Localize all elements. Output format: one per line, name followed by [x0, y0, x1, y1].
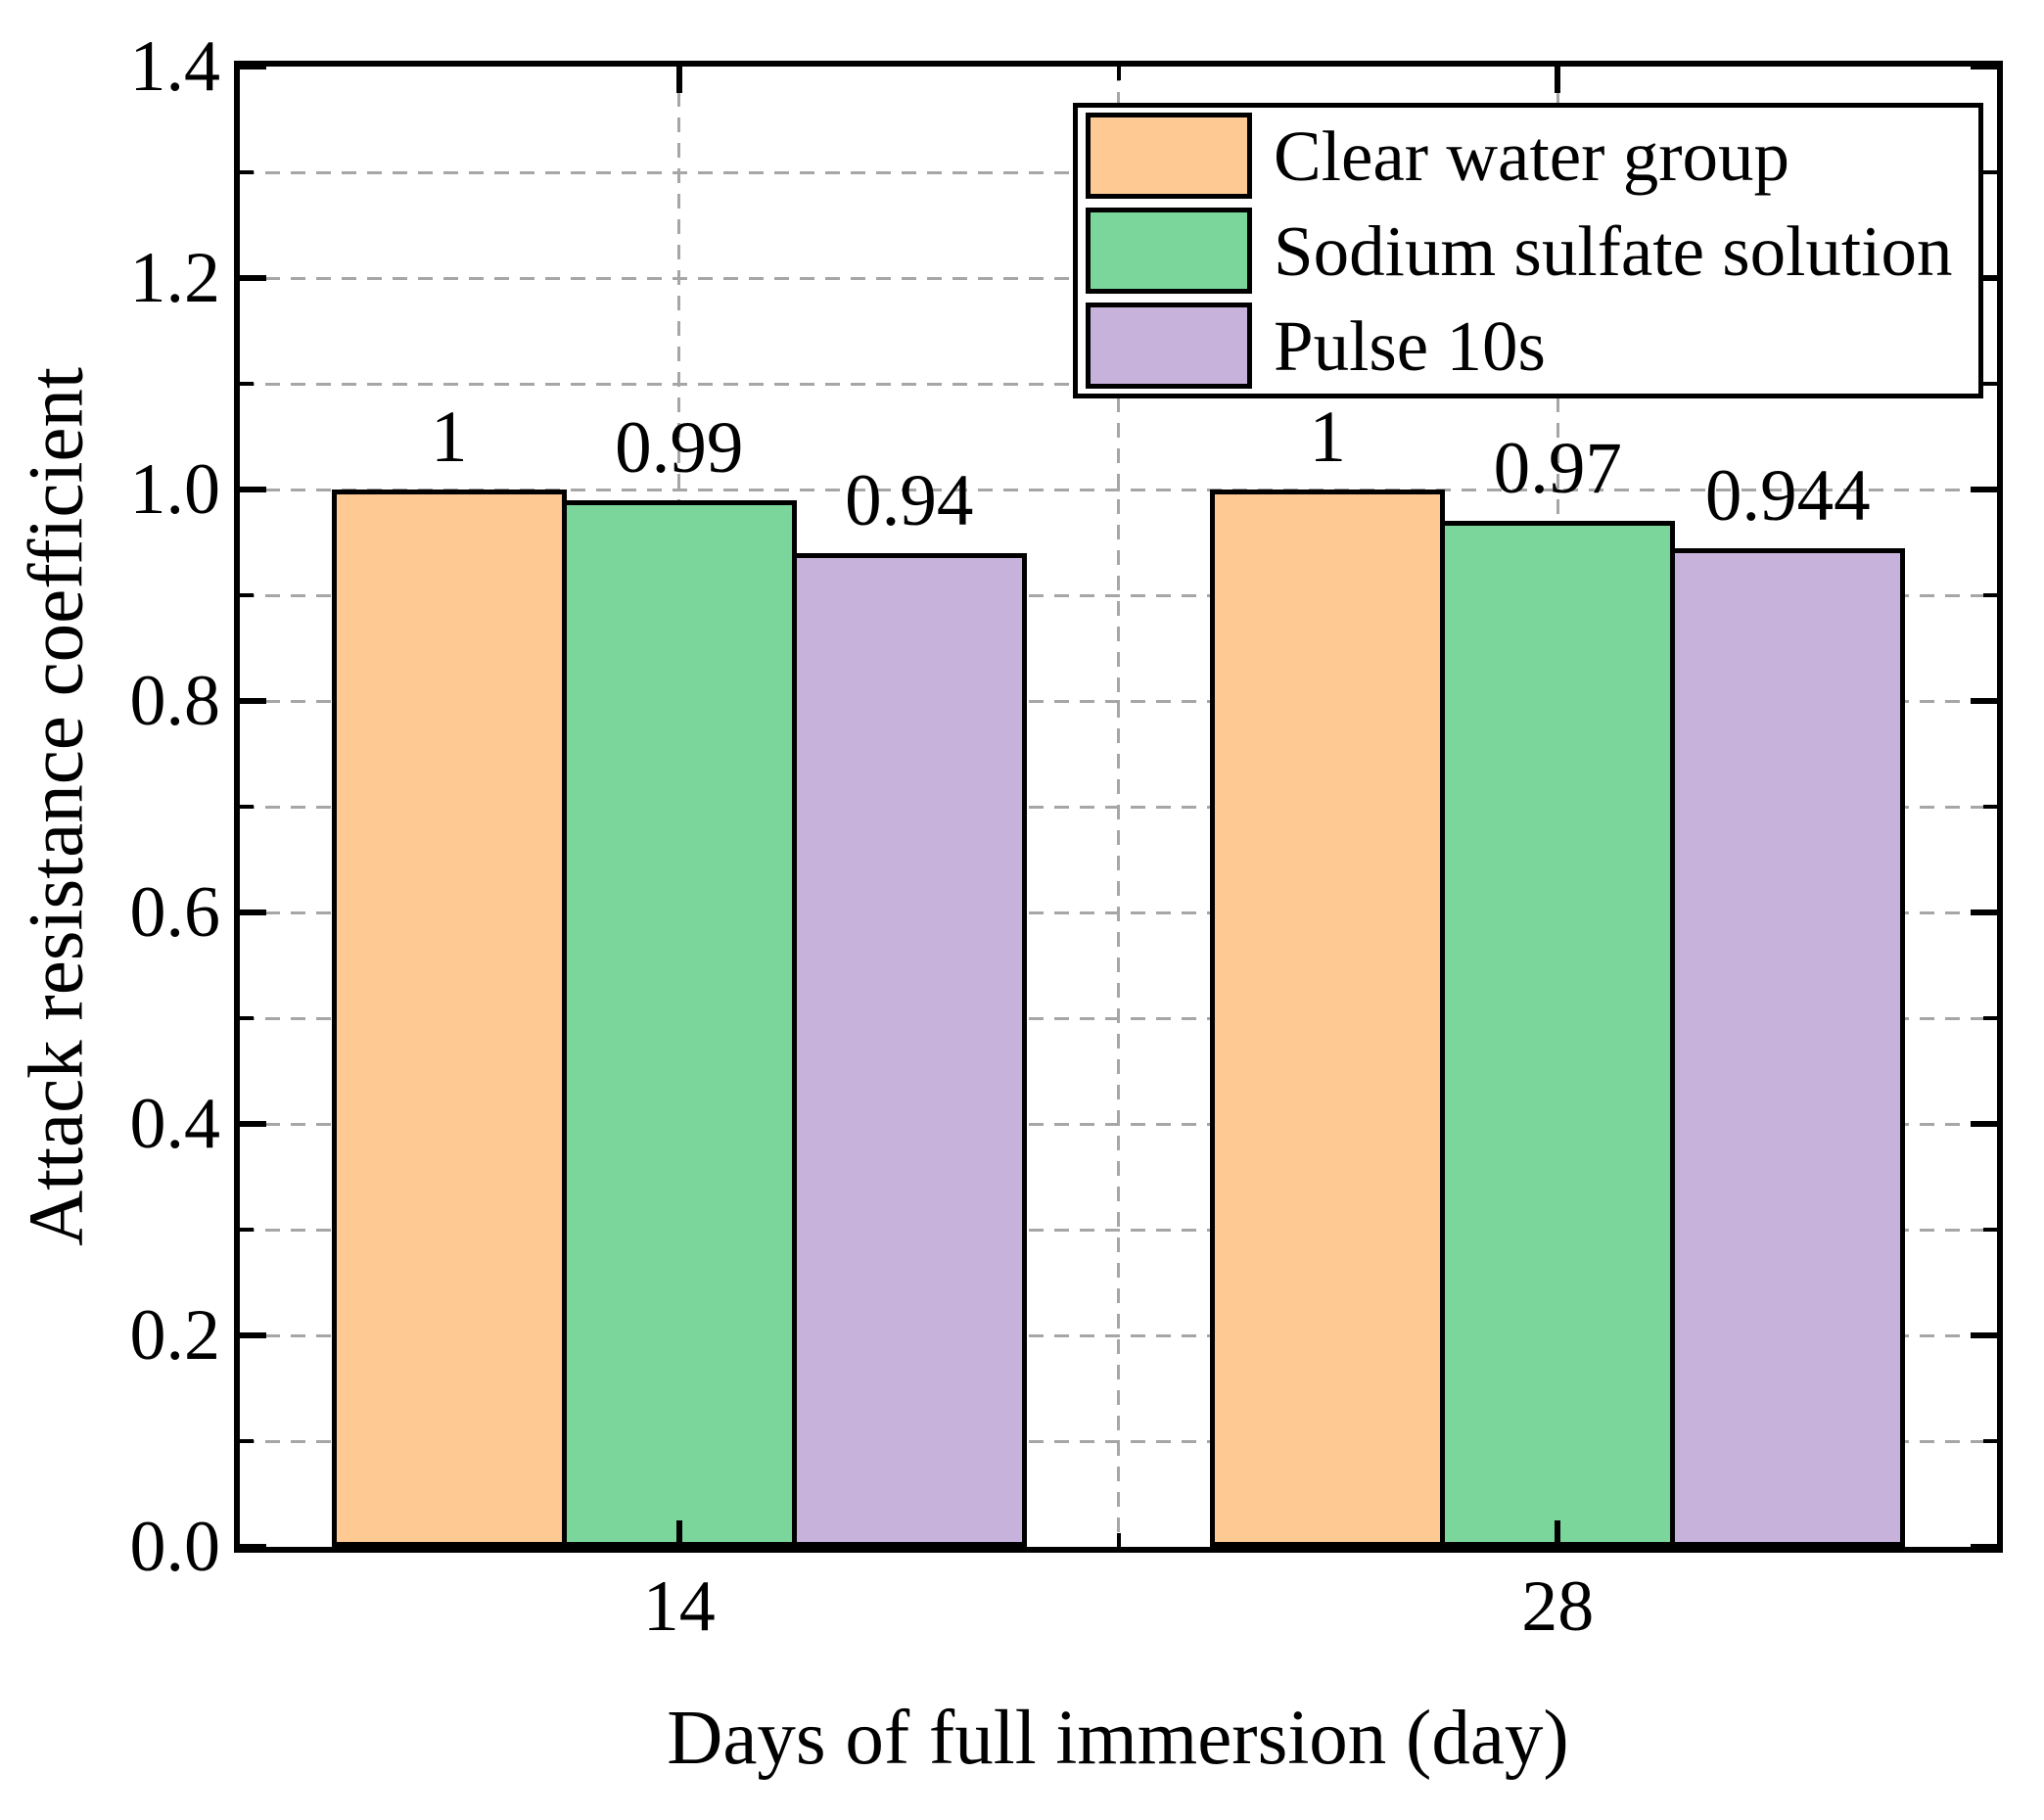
y-tick-label: 0.6 — [129, 872, 221, 953]
bar-clear-water-group — [332, 490, 567, 1547]
y-major-tick — [1971, 1544, 1997, 1550]
legend-label: Pulse 10s — [1274, 305, 1546, 386]
y-minor-tick — [1983, 1016, 1997, 1020]
y-minor-tick — [240, 593, 254, 597]
legend-swatch — [1086, 208, 1252, 294]
x-axis-title: Days of full immersion (day) — [667, 1696, 1569, 1781]
y-major-tick — [1971, 275, 1997, 281]
bar-pulse-10s — [1670, 548, 1905, 1547]
y-tick-label: 0.8 — [129, 661, 221, 741]
y-minor-tick — [240, 1016, 254, 1020]
bar-pulse-10s — [792, 553, 1027, 1547]
y-major-tick — [1971, 1121, 1997, 1127]
y-minor-tick — [240, 170, 254, 174]
legend-label: Sodium sulfate solution — [1274, 210, 1953, 291]
bar-value-labels-layer: 1 0.99 0.94 1 0.97 0.944 — [240, 67, 1997, 1547]
x-tick-label: 28 — [1521, 1566, 1595, 1647]
y-major-tick — [1971, 910, 1997, 915]
y-major-tick — [1971, 64, 1997, 70]
x-minor-tick — [1116, 1533, 1121, 1547]
bar-value-label: 1 — [1309, 397, 1347, 478]
y-major-tick — [240, 487, 266, 492]
y-major-tick — [240, 275, 266, 281]
legend-swatch — [1086, 303, 1252, 389]
bar-value-label: 0.99 — [615, 407, 744, 489]
y-minor-tick — [1983, 170, 1997, 174]
gridline-vertical — [1117, 67, 1120, 1547]
bar-value-label: 0.97 — [1493, 428, 1622, 509]
y-major-tick — [240, 64, 266, 70]
legend-item: Clear water group — [1086, 113, 1971, 199]
x-major-tick — [1555, 1520, 1561, 1547]
y-minor-tick — [240, 1439, 254, 1443]
legend-item: Pulse 10s — [1086, 303, 1971, 389]
bar-value-label: 0.94 — [845, 460, 974, 541]
y-major-tick — [240, 1544, 266, 1550]
legend-label: Clear water group — [1274, 116, 1790, 196]
x-major-tick — [1555, 67, 1561, 93]
y-major-tick — [1971, 487, 1997, 492]
y-major-tick — [240, 910, 266, 915]
y-major-tick — [240, 1121, 266, 1127]
x-minor-tick — [1116, 67, 1121, 80]
y-tick-label: 0.0 — [129, 1507, 221, 1587]
y-minor-tick — [1983, 593, 1997, 597]
bar-value-label: 0.944 — [1704, 455, 1871, 537]
y-tick-label: 0.2 — [129, 1295, 221, 1376]
y-tick-label: 0.4 — [129, 1084, 221, 1164]
y-minor-tick — [1983, 805, 1997, 809]
y-minor-tick — [1983, 1228, 1997, 1232]
ticks-layer — [240, 64, 1997, 1550]
y-minor-tick — [240, 1228, 254, 1232]
y-major-tick — [1971, 1332, 1997, 1338]
y-minor-tick — [240, 805, 254, 809]
x-tick-label: 14 — [642, 1566, 716, 1647]
y-minor-tick — [240, 382, 254, 386]
y-tick-label: 1.4 — [129, 26, 221, 107]
bar-value-label: 1 — [431, 397, 468, 478]
y-major-tick — [240, 698, 266, 704]
y-minor-tick — [1983, 382, 1997, 386]
legend-item: Sodium sulfate solution — [1086, 208, 1971, 294]
legend-swatch — [1086, 113, 1252, 199]
y-major-tick — [1971, 698, 1997, 704]
x-major-tick — [675, 67, 682, 93]
legend: Clear water group Sodium sulfate solution… — [1073, 103, 1983, 398]
y-minor-tick — [1983, 1439, 1997, 1443]
y-tick-label: 1.0 — [129, 449, 221, 530]
x-major-tick — [675, 1520, 682, 1547]
y-tick-label: 1.2 — [129, 238, 221, 318]
bars-layer — [240, 67, 1997, 1547]
y-major-tick — [240, 1332, 266, 1338]
